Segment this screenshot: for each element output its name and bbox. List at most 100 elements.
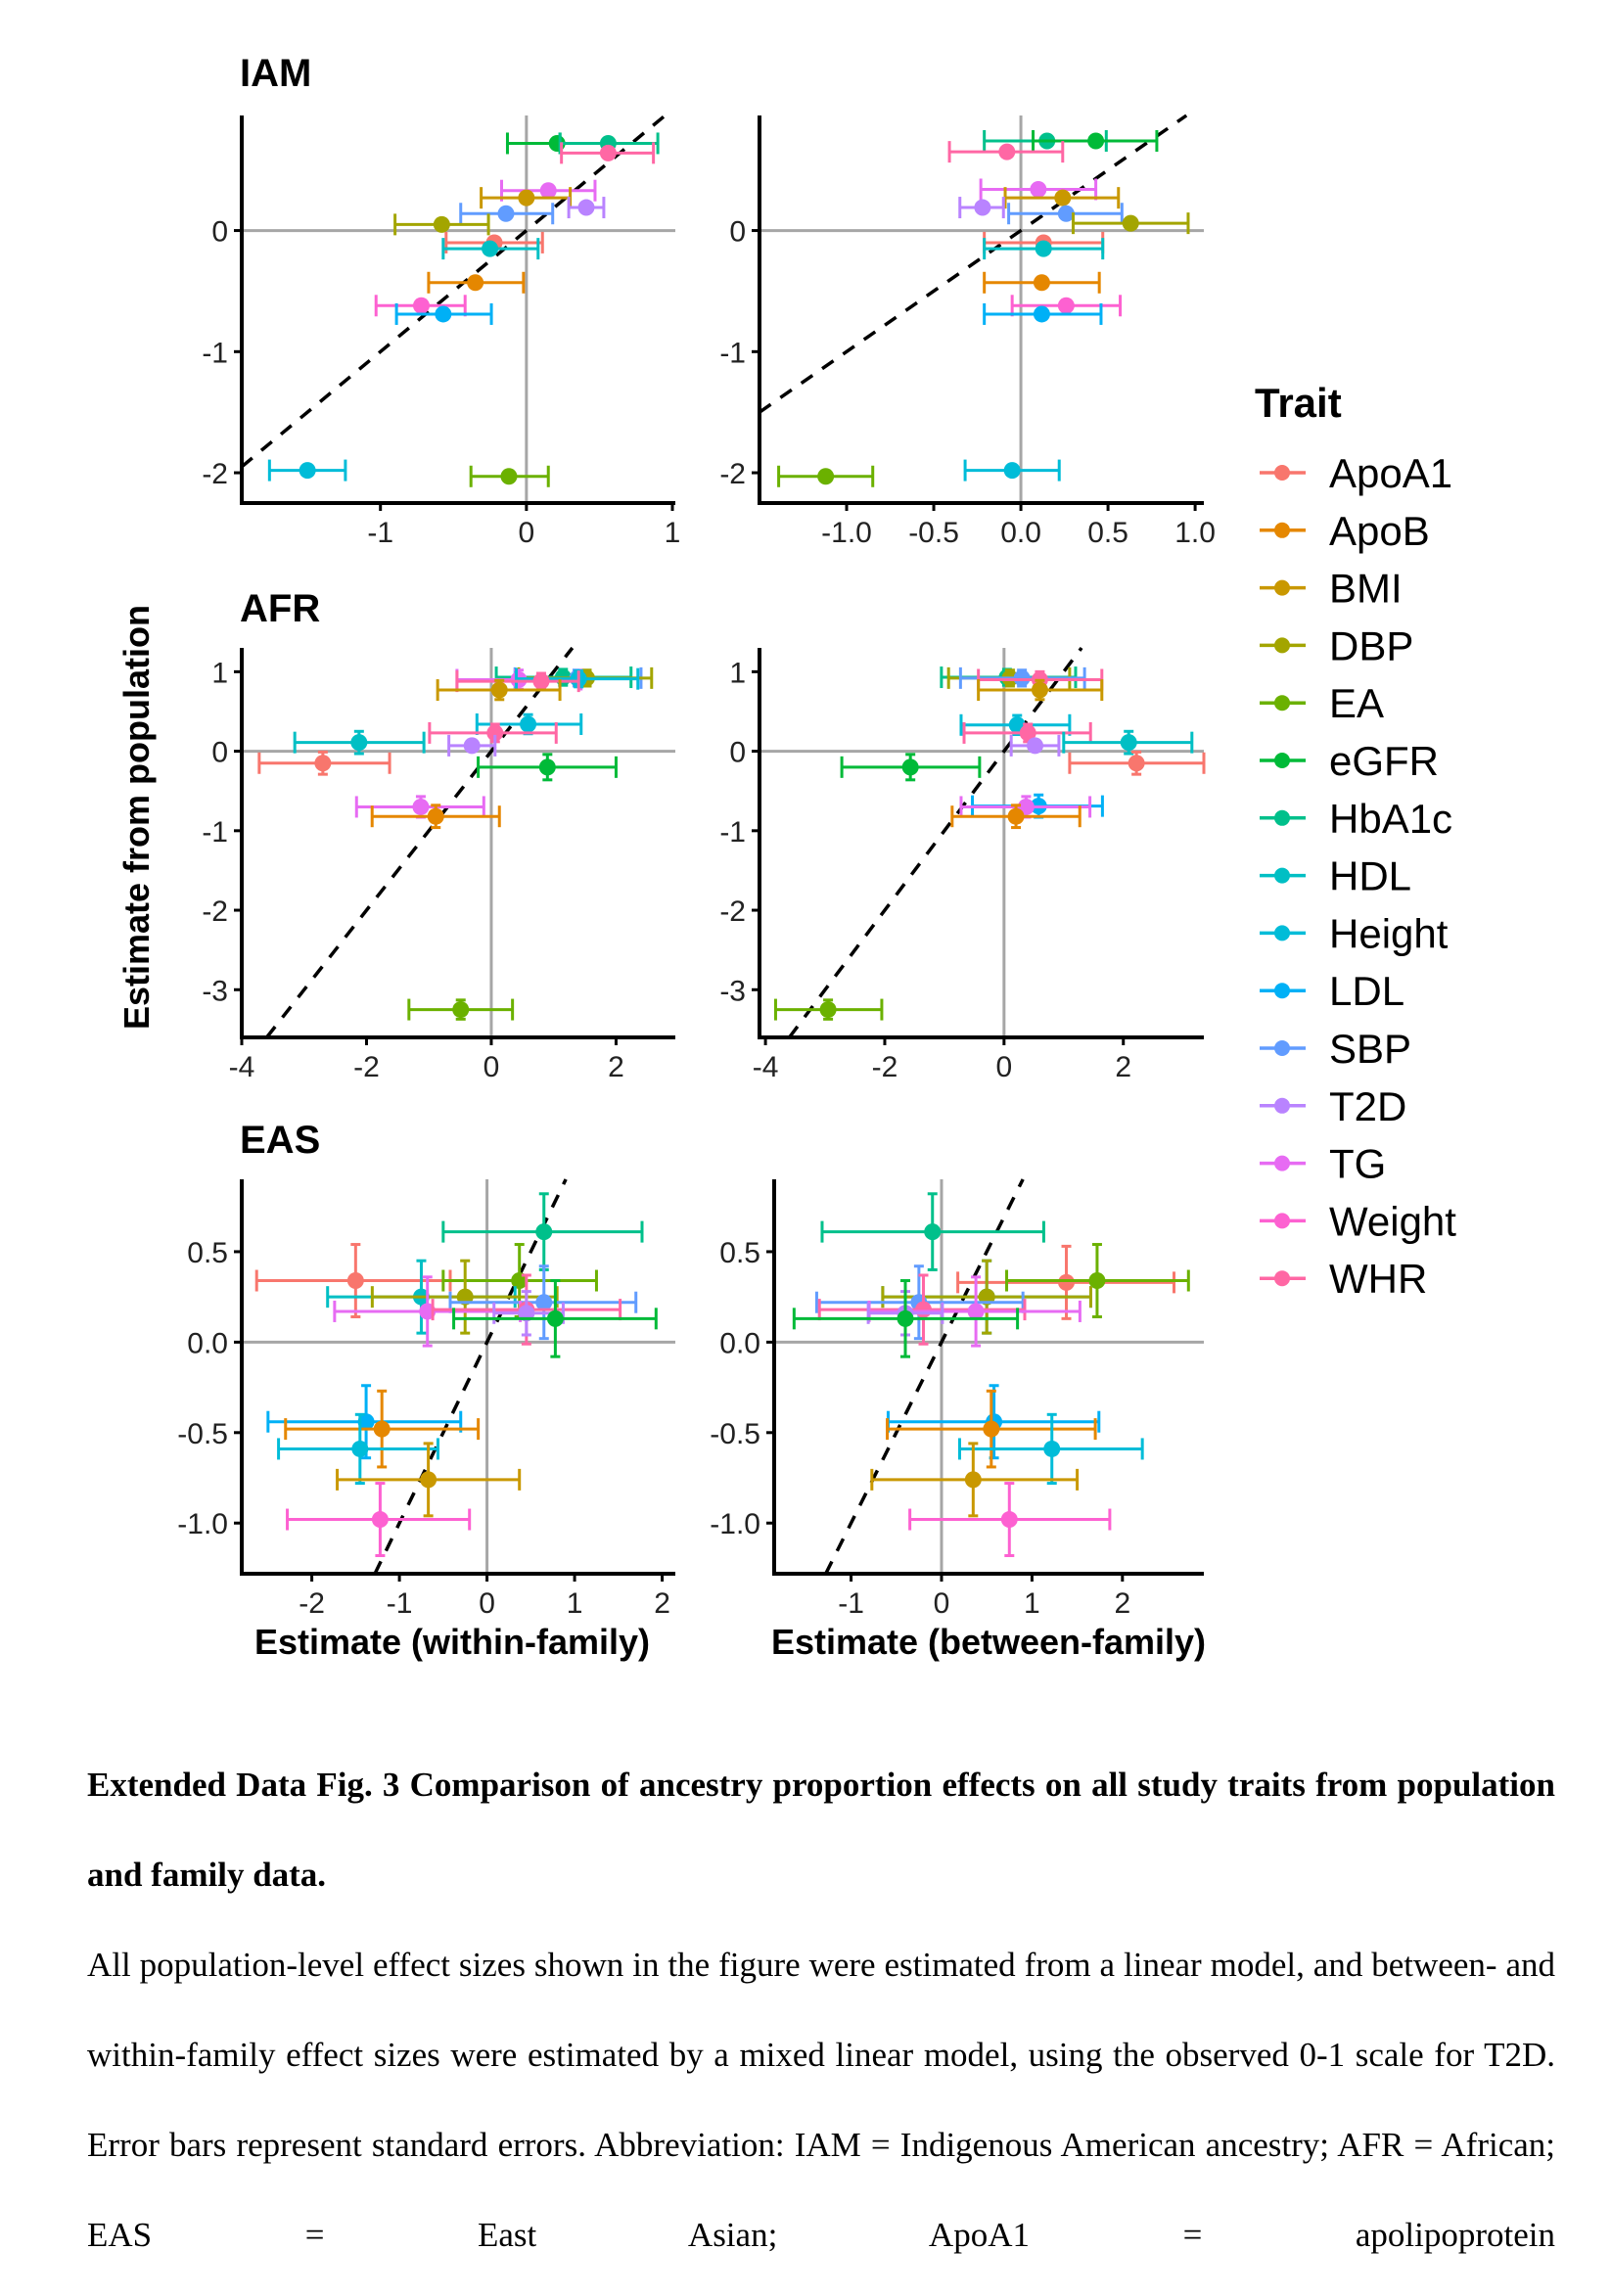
legend-key-dot [1274, 983, 1290, 999]
legend-item-height: Height [1260, 910, 1449, 956]
identity-dashed-line [240, 114, 667, 469]
data-point-apoa1 [956, 1244, 1176, 1320]
point-marker [599, 144, 617, 161]
data-point-egfr [477, 753, 618, 782]
legend-label: Weight [1329, 1198, 1456, 1244]
legend-label: T2D [1329, 1083, 1406, 1129]
panel-eas-within-family: EAS -2 -1 0 1 2 0.5 0.0 -0.5 -1.0 Estimate (within… [177, 1119, 675, 1662]
point-marker [1128, 755, 1145, 772]
data-point-apob [370, 804, 501, 830]
point-marker [435, 305, 452, 323]
data-point-height [267, 459, 347, 482]
point-marker [1027, 737, 1044, 755]
data-point-sbp [958, 666, 1086, 689]
point-marker [1057, 297, 1075, 314]
legend-key-dot [1274, 637, 1290, 654]
panel-afr-within-family: AFR -4 -2 0 2 1 0 -1 -2 -3 [202, 587, 675, 1083]
panels: IAM-1 0 10-1-2-1.0 -0.5 0.0 0.5 1.00-1-2AFR-4-… [177, 52, 1216, 1662]
point-marker [412, 297, 430, 314]
legend-label: SBP [1329, 1026, 1411, 1072]
legend-item-dbp: DBP [1260, 622, 1413, 668]
legend-label: ApoB [1329, 508, 1430, 554]
y-tick-label: -0.5 [177, 1418, 228, 1450]
data-point-egfr [840, 753, 982, 782]
panel-title: IAM [240, 52, 311, 95]
identity-dashed-line [824, 1178, 1025, 1575]
data-point-height [959, 713, 1072, 737]
x-tick-label: -1 [367, 517, 393, 549]
y-tick-label: 0.5 [187, 1237, 228, 1269]
legend-item-hba1c: HbA1c [1260, 796, 1452, 842]
legend-item-egfr: eGFR [1260, 738, 1439, 784]
point-marker [1043, 1440, 1061, 1457]
y-tick-label: -3 [202, 975, 228, 1007]
legend-item-ea: EA [1260, 680, 1384, 726]
point-marker [1120, 734, 1137, 752]
data-point-apob [886, 1389, 1097, 1469]
identity-dashed-line [759, 114, 1188, 414]
legend-label: EA [1329, 680, 1384, 726]
data-point-hdl [983, 238, 1105, 260]
legend-key-dot [1274, 522, 1290, 538]
panel-title: EAS [240, 1119, 320, 1162]
y-tick-label: -0.5 [710, 1418, 760, 1450]
legend-label: BMI [1329, 566, 1403, 612]
data-point-egfr [505, 132, 566, 155]
point-marker [1033, 274, 1050, 292]
y-tick-label: -2 [202, 895, 228, 928]
point-marker [1058, 1273, 1076, 1291]
x-tick-label: -4 [229, 1051, 255, 1083]
legend: Trait ApoA1 ApoB BMI DBP EA eGFR HbA1c HDL Height… [1255, 380, 1456, 1302]
legend-item-bmi: BMI [1260, 566, 1403, 612]
y-tick-label: 0 [729, 216, 746, 249]
data-point-dbp [370, 1259, 559, 1335]
y-tick-label: 0.0 [719, 1327, 760, 1359]
x-tick-label: 0 [996, 1051, 1013, 1083]
point-marker [1007, 807, 1025, 825]
point-marker [520, 715, 537, 733]
x-tick-label: -1 [838, 1587, 864, 1620]
legend-key-dot [1274, 579, 1290, 596]
point-marker [1087, 132, 1105, 150]
data-point-sbp [448, 1264, 638, 1341]
point-marker [535, 1294, 553, 1311]
data-point-weight [908, 1482, 1112, 1558]
legend-label: eGFR [1329, 738, 1439, 784]
point-marker [433, 215, 450, 233]
y-tick-label: -2 [202, 458, 228, 490]
point-marker [373, 1420, 391, 1438]
point-marker [1013, 669, 1031, 687]
data-point-bmi [870, 1442, 1080, 1518]
legend-label: LDL [1329, 968, 1404, 1014]
figure-caption-title: Extended Data Fig. 3 Comparison of ances… [87, 1766, 1555, 1894]
point-marker [974, 199, 991, 216]
data-point-whr [560, 142, 656, 164]
identity-dashed-line [788, 646, 1083, 1039]
data-point-ea [407, 998, 515, 1021]
data-point-ea [777, 465, 875, 487]
identity-dashed-line [373, 1178, 568, 1575]
point-marker [350, 734, 368, 752]
legend-item-t2d: T2D [1260, 1083, 1406, 1129]
y-tick-label: -1 [202, 816, 228, 849]
legend-item-sbp: SBP [1260, 1026, 1411, 1072]
data-point-apob [983, 271, 1101, 294]
point-marker [500, 468, 518, 485]
data-point-hdl [441, 238, 540, 260]
point-marker [817, 468, 835, 485]
point-marker [546, 1309, 564, 1327]
point-marker [420, 1471, 437, 1489]
x-tick-label: 2 [608, 1051, 624, 1083]
data-point-apoa1 [257, 750, 391, 776]
point-marker [467, 274, 484, 292]
legend-item-apob: ApoB [1260, 508, 1430, 554]
data-point-whr [817, 1273, 1027, 1346]
data-point-bmi [336, 1442, 522, 1518]
x-tick-label: -1.0 [821, 517, 872, 549]
figure-extended-data-3: Estimate from population IAM-1 0 10-1-2-1.… [116, 52, 1456, 1662]
point-marker [1122, 214, 1139, 232]
data-point-ldl [394, 302, 493, 325]
y-tick-label: 0.5 [719, 1237, 760, 1269]
data-point-ldl [983, 302, 1103, 325]
point-marker [452, 1001, 470, 1019]
